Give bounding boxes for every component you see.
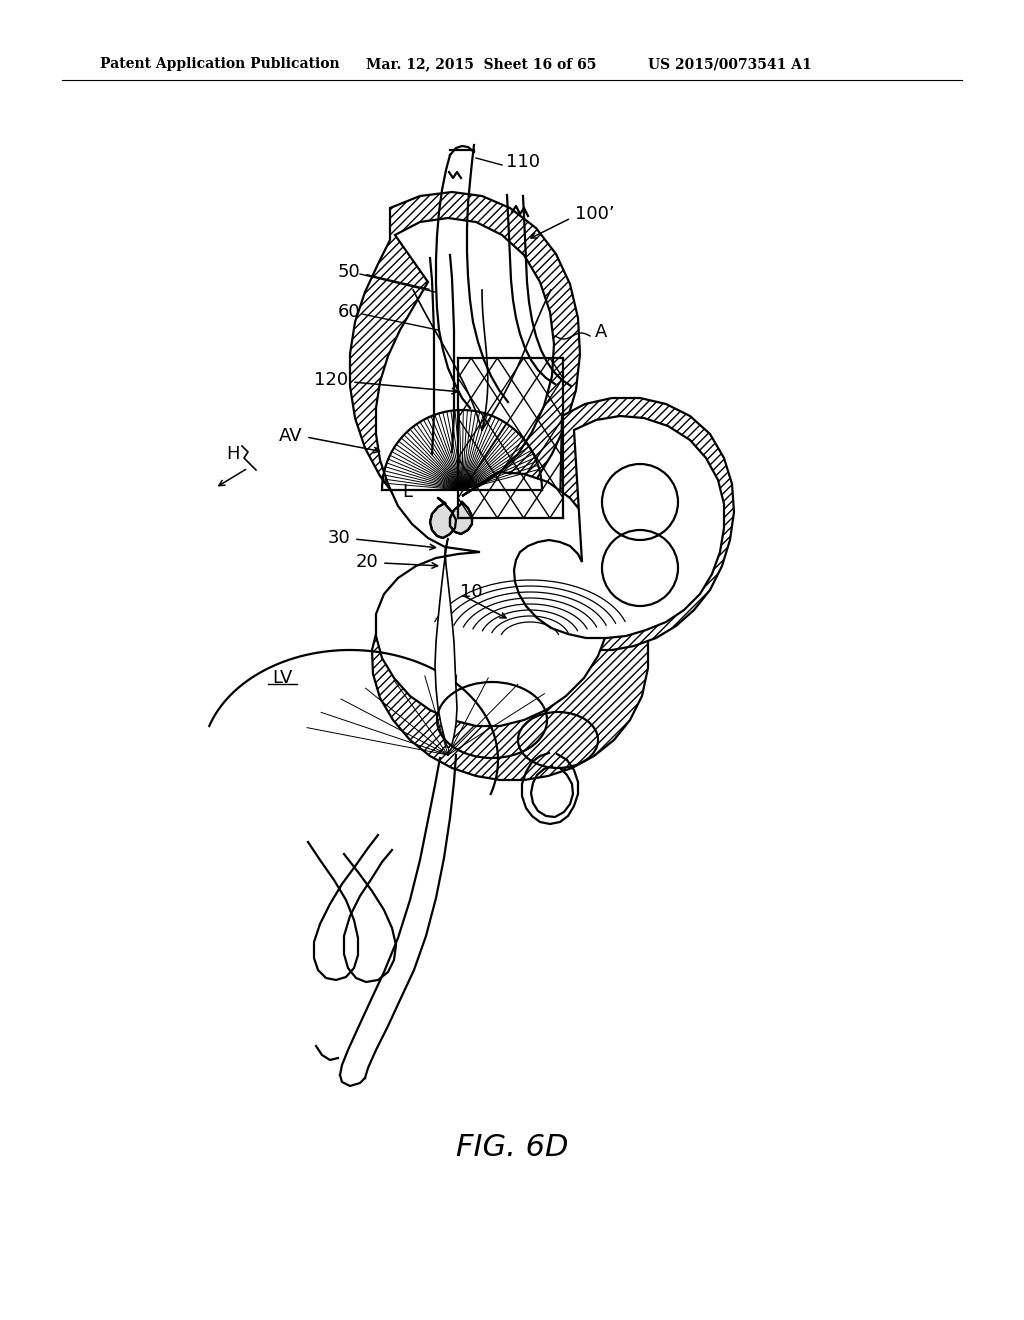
Polygon shape (430, 498, 456, 539)
Text: AV: AV (279, 426, 302, 445)
Polygon shape (376, 218, 612, 726)
Text: FIG. 6D: FIG. 6D (456, 1134, 568, 1163)
Text: 50: 50 (337, 263, 360, 281)
Text: L: L (402, 483, 412, 502)
Polygon shape (494, 399, 734, 649)
Polygon shape (514, 416, 724, 638)
Text: 10: 10 (460, 583, 482, 601)
Polygon shape (350, 191, 648, 780)
Polygon shape (435, 539, 457, 748)
Text: H: H (226, 445, 240, 463)
Text: 100’: 100’ (575, 205, 614, 223)
Text: 120: 120 (314, 371, 348, 389)
Text: US 2015/0073541 A1: US 2015/0073541 A1 (648, 57, 812, 71)
Text: A: A (595, 323, 607, 341)
Text: 60: 60 (337, 304, 360, 321)
Text: LV: LV (271, 669, 292, 686)
Text: 20: 20 (355, 553, 378, 572)
Text: 110: 110 (506, 153, 540, 172)
Text: 30: 30 (328, 529, 350, 546)
Text: Mar. 12, 2015  Sheet 16 of 65: Mar. 12, 2015 Sheet 16 of 65 (366, 57, 596, 71)
Polygon shape (450, 502, 472, 535)
Text: Patent Application Publication: Patent Application Publication (100, 57, 340, 71)
